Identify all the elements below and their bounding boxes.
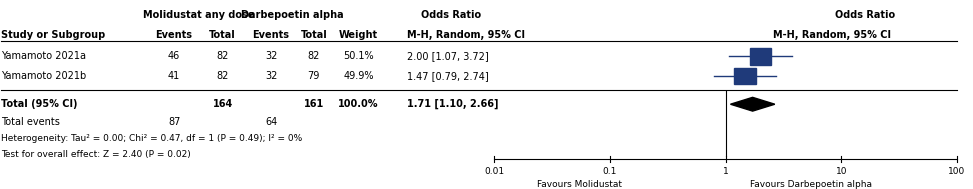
Text: 49.9%: 49.9% [343,71,374,81]
Text: 46: 46 [168,51,180,61]
Text: Odds Ratio: Odds Ratio [835,10,895,20]
Text: Yamamoto 2021a: Yamamoto 2021a [1,51,87,61]
Text: 0.01: 0.01 [485,167,504,176]
Text: Events: Events [253,30,290,40]
Text: 1.71 [1.10, 2.66]: 1.71 [1.10, 2.66] [407,99,498,109]
Text: 79: 79 [307,71,320,81]
Text: 82: 82 [216,71,229,81]
Polygon shape [731,97,775,111]
FancyBboxPatch shape [750,48,772,65]
Text: Favours Molidustat: Favours Molidustat [537,180,623,189]
Text: 87: 87 [168,117,180,127]
FancyBboxPatch shape [735,68,756,84]
Text: Events: Events [156,30,193,40]
Text: 50.1%: 50.1% [343,51,374,61]
Text: Study or Subgroup: Study or Subgroup [1,30,106,40]
Text: Darbepoetin alpha: Darbepoetin alpha [241,10,343,20]
Text: 164: 164 [212,99,233,109]
Text: 41: 41 [168,71,180,81]
Text: 1: 1 [723,167,729,176]
Text: 2.00 [1.07, 3.72]: 2.00 [1.07, 3.72] [407,51,488,61]
Text: 82: 82 [216,51,229,61]
Text: Test for overall effect: Z = 2.40 (P = 0.02): Test for overall effect: Z = 2.40 (P = 0… [1,150,191,159]
Text: Yamamoto 2021b: Yamamoto 2021b [1,71,87,81]
Text: 32: 32 [265,71,277,81]
Text: 64: 64 [265,117,277,127]
Text: 0.1: 0.1 [602,167,617,176]
Text: Total: Total [209,30,236,40]
Text: 32: 32 [265,51,277,61]
Text: Total: Total [301,30,327,40]
Text: 10: 10 [836,167,847,176]
Text: Total (95% CI): Total (95% CI) [1,99,78,109]
Text: Odds Ratio: Odds Ratio [420,10,481,20]
Text: Favours Darbepoetin alpha: Favours Darbepoetin alpha [750,180,873,189]
Text: M-H, Random, 95% CI: M-H, Random, 95% CI [773,30,890,40]
Text: 161: 161 [304,99,324,109]
Text: Total events: Total events [1,117,60,127]
Text: 1.47 [0.79, 2.74]: 1.47 [0.79, 2.74] [407,71,488,81]
Text: 100: 100 [949,167,965,176]
Text: 82: 82 [307,51,320,61]
Text: Molidustat any dose: Molidustat any dose [143,10,254,20]
Text: 100.0%: 100.0% [339,99,378,109]
Text: Weight: Weight [339,30,378,40]
Text: Heterogeneity: Tau² = 0.00; Chi² = 0.47, df = 1 (P = 0.49); I² = 0%: Heterogeneity: Tau² = 0.00; Chi² = 0.47,… [1,134,303,143]
Text: M-H, Random, 95% CI: M-H, Random, 95% CI [407,30,525,40]
